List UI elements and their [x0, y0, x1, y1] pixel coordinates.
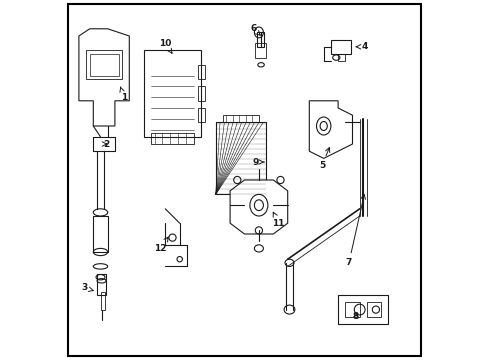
Text: 3: 3 — [81, 284, 93, 292]
Bar — [255, 43, 265, 58]
Bar — [366, 302, 381, 317]
Text: 7: 7 — [345, 194, 365, 267]
Bar — [215, 122, 265, 194]
Text: 5: 5 — [318, 148, 329, 170]
Bar — [337, 54, 345, 61]
Bar — [97, 274, 106, 295]
Text: 11: 11 — [272, 212, 285, 228]
Text: 2: 2 — [102, 140, 109, 149]
Bar — [223, 115, 258, 122]
Bar — [197, 65, 204, 79]
Text: 9: 9 — [252, 158, 264, 166]
Text: 1: 1 — [120, 87, 127, 102]
Bar — [89, 54, 118, 76]
Bar — [260, 32, 264, 47]
Polygon shape — [309, 101, 352, 158]
Bar — [337, 295, 387, 324]
Bar — [151, 133, 194, 144]
Bar — [345, 302, 359, 317]
Bar — [197, 108, 204, 122]
Bar — [330, 40, 350, 54]
Text: 10: 10 — [159, 39, 172, 53]
Text: 8: 8 — [352, 312, 359, 321]
Text: 4: 4 — [355, 42, 367, 51]
Bar — [257, 32, 260, 47]
Text: 6: 6 — [250, 24, 260, 35]
Polygon shape — [79, 29, 129, 126]
Bar — [197, 86, 204, 101]
Bar — [143, 50, 201, 137]
Bar — [93, 216, 107, 252]
Bar — [101, 292, 104, 310]
Polygon shape — [230, 180, 287, 234]
Text: 12: 12 — [153, 237, 168, 253]
Bar — [86, 50, 122, 79]
